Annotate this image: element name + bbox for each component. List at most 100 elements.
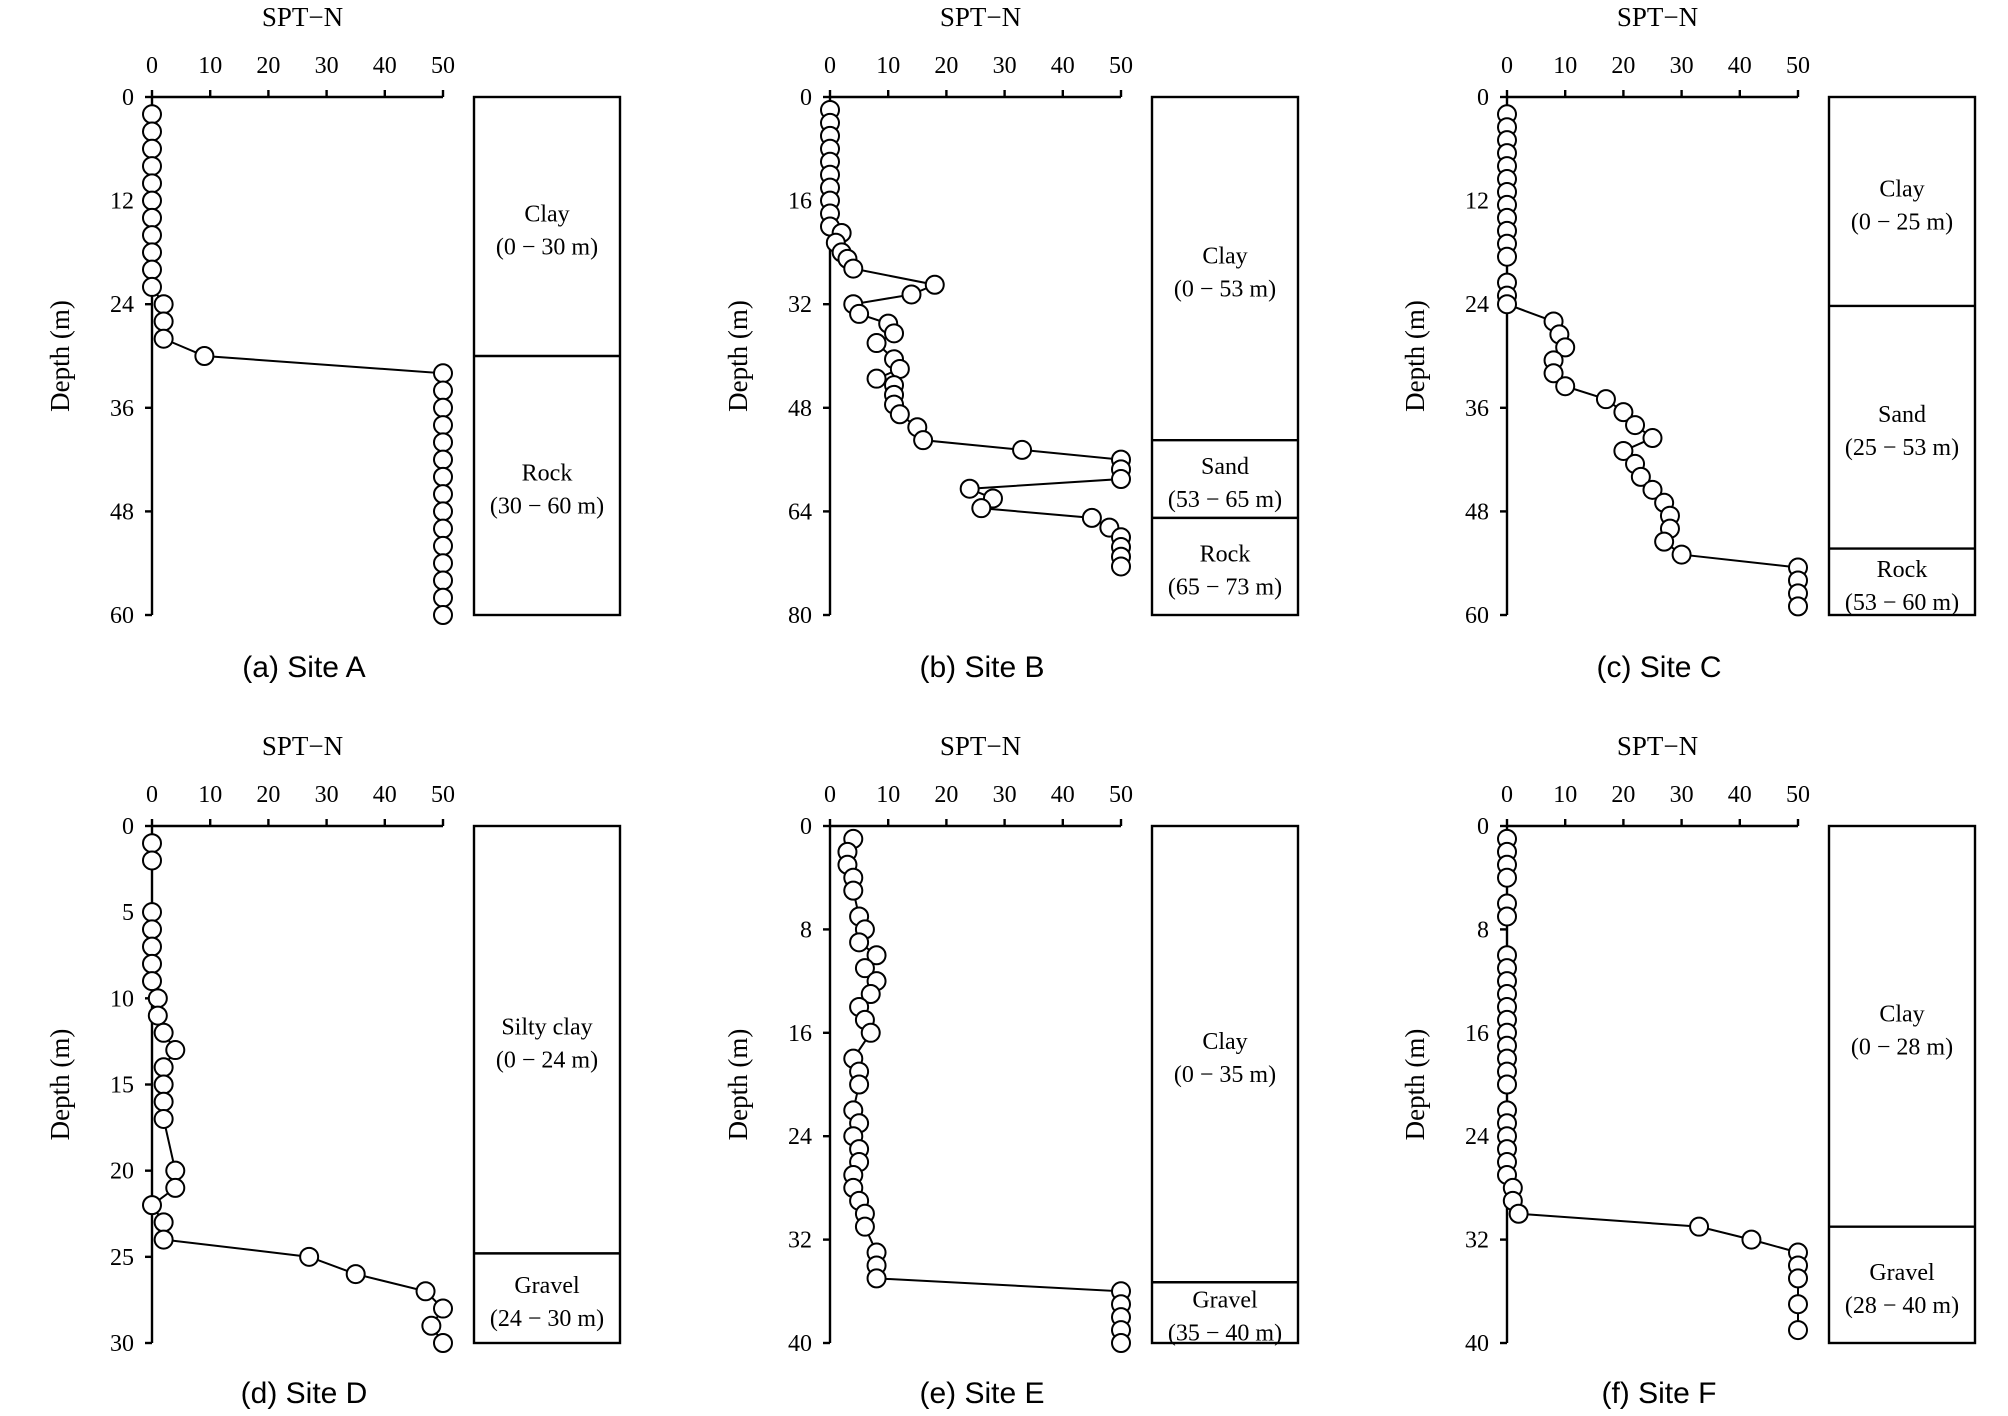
- spt-n-profile-line: [150, 843, 445, 1344]
- y-tick-label: 48: [1465, 499, 1489, 525]
- layer-depth-range: (0 − 25 m): [1851, 209, 1953, 235]
- x-tick-label: 50: [431, 53, 455, 79]
- layer-depth-range: (25 − 53 m): [1845, 435, 1959, 461]
- data-point: [889, 404, 910, 425]
- spt-n-profile-line: [846, 838, 1122, 1343]
- y-tick-label: 12: [1465, 189, 1489, 215]
- data-point: [153, 1074, 174, 1095]
- y-tick-label: 0: [800, 85, 812, 111]
- data-point: [142, 1195, 162, 1216]
- y-tick-label: 20: [110, 1159, 134, 1185]
- data-point: [433, 484, 453, 505]
- data-point: [1111, 1333, 1131, 1353]
- data-point: [971, 498, 992, 519]
- layer-depth-range: (53 − 65 m): [1168, 487, 1282, 513]
- data-point: [860, 1022, 881, 1043]
- data-point: [142, 121, 162, 142]
- y-tick-label: 16: [1465, 1021, 1489, 1047]
- data-point: [1497, 1074, 1517, 1095]
- data-point: [142, 850, 162, 871]
- layer-depth-range: (35 − 40 m): [1168, 1321, 1282, 1347]
- data-point: [1671, 544, 1692, 565]
- data-point: [153, 294, 174, 315]
- soil-profile-box: [1827, 824, 1977, 1345]
- x-tick-label: 10: [198, 53, 222, 79]
- data-point: [153, 1229, 174, 1250]
- layer-name: Gravel: [1869, 1260, 1935, 1286]
- x-tick-label: 0: [146, 782, 158, 808]
- y-tick-label: 60: [110, 603, 134, 629]
- y-tick-label: 24: [788, 1124, 812, 1150]
- x-tick-label: 0: [1501, 53, 1513, 79]
- y-axis-title: Depth (m): [1400, 1029, 1430, 1141]
- x-tick-label: 40: [373, 782, 397, 808]
- layer-depth-range: (53 − 60 m): [1845, 590, 1959, 616]
- x-tick-label: 0: [146, 53, 158, 79]
- x-axis-title: SPT−N: [262, 731, 343, 761]
- data-point: [860, 984, 881, 1005]
- y-tick-label: 32: [788, 1228, 812, 1254]
- data-point: [854, 1216, 875, 1237]
- y-tick-label: 5: [122, 900, 134, 926]
- x-tick-label: 40: [373, 53, 397, 79]
- layer-depth-range: (0 − 28 m): [1851, 1034, 1953, 1060]
- data-point: [345, 1264, 366, 1285]
- x-tick-label: 30: [315, 782, 339, 808]
- data-point: [142, 953, 162, 974]
- layer-name: Sand: [1201, 454, 1249, 480]
- y-axis-title: Depth (m): [723, 1029, 753, 1141]
- y-tick-label: 48: [788, 396, 812, 422]
- data-point: [843, 258, 864, 279]
- layer-name: Clay: [1879, 176, 1924, 202]
- y-tick-label: 36: [110, 396, 134, 422]
- y-tick-label: 10: [110, 986, 134, 1012]
- data-point: [884, 323, 905, 344]
- data-point: [433, 449, 453, 470]
- data-point: [1625, 415, 1646, 436]
- x-tick-label: 30: [993, 782, 1017, 808]
- data-point: [153, 328, 174, 349]
- data-point: [924, 274, 945, 295]
- x-tick-label: 10: [876, 53, 900, 79]
- data-point: [1741, 1229, 1762, 1250]
- data-point: [1508, 1203, 1529, 1224]
- data-point: [1788, 596, 1808, 617]
- data-point: [142, 242, 162, 263]
- y-tick-label: 60: [1465, 603, 1489, 629]
- x-tick-label: 30: [315, 53, 339, 79]
- x-tick-label: 50: [431, 782, 455, 808]
- data-point: [433, 518, 453, 539]
- data-point: [1689, 1216, 1710, 1237]
- data-point: [959, 478, 980, 499]
- data-point: [153, 1108, 174, 1129]
- data-point: [843, 880, 864, 901]
- data-point: [433, 363, 453, 384]
- spt-n-profile-line: [151, 114, 444, 615]
- data-point: [866, 1268, 887, 1289]
- x-tick-label: 50: [1786, 782, 1810, 808]
- y-tick-label: 16: [788, 189, 812, 215]
- panel-caption: (b) Site B: [919, 651, 1044, 684]
- data-point: [1642, 479, 1663, 500]
- layer-depth-range: (0 − 35 m): [1174, 1062, 1276, 1088]
- x-tick-label: 20: [934, 53, 958, 79]
- layer-name: Gravel: [514, 1273, 580, 1299]
- data-point: [433, 570, 453, 591]
- data-point: [153, 1022, 174, 1043]
- y-tick-label: 80: [788, 603, 812, 629]
- layer-name: Rock: [1200, 541, 1251, 567]
- panel-caption: (e) Site E: [919, 1377, 1044, 1410]
- x-tick-label: 50: [1109, 53, 1133, 79]
- data-point: [142, 225, 162, 246]
- chart-panel: 0 10 20 30 40 50 0 12 24 36 48 60 SPT−N Depth (m) Clay…: [45, 2, 622, 684]
- x-tick-label: 0: [1501, 782, 1513, 808]
- data-point: [415, 1281, 436, 1302]
- x-tick-label: 30: [1670, 782, 1694, 808]
- data-point: [299, 1246, 320, 1267]
- x-tick-label: 30: [1670, 53, 1694, 79]
- panel-caption: (d) Site D: [241, 1377, 368, 1410]
- x-tick-label: 20: [256, 53, 280, 79]
- data-point: [165, 1040, 186, 1061]
- layer-depth-range: (65 − 73 m): [1168, 574, 1282, 600]
- x-tick-label: 30: [993, 53, 1017, 79]
